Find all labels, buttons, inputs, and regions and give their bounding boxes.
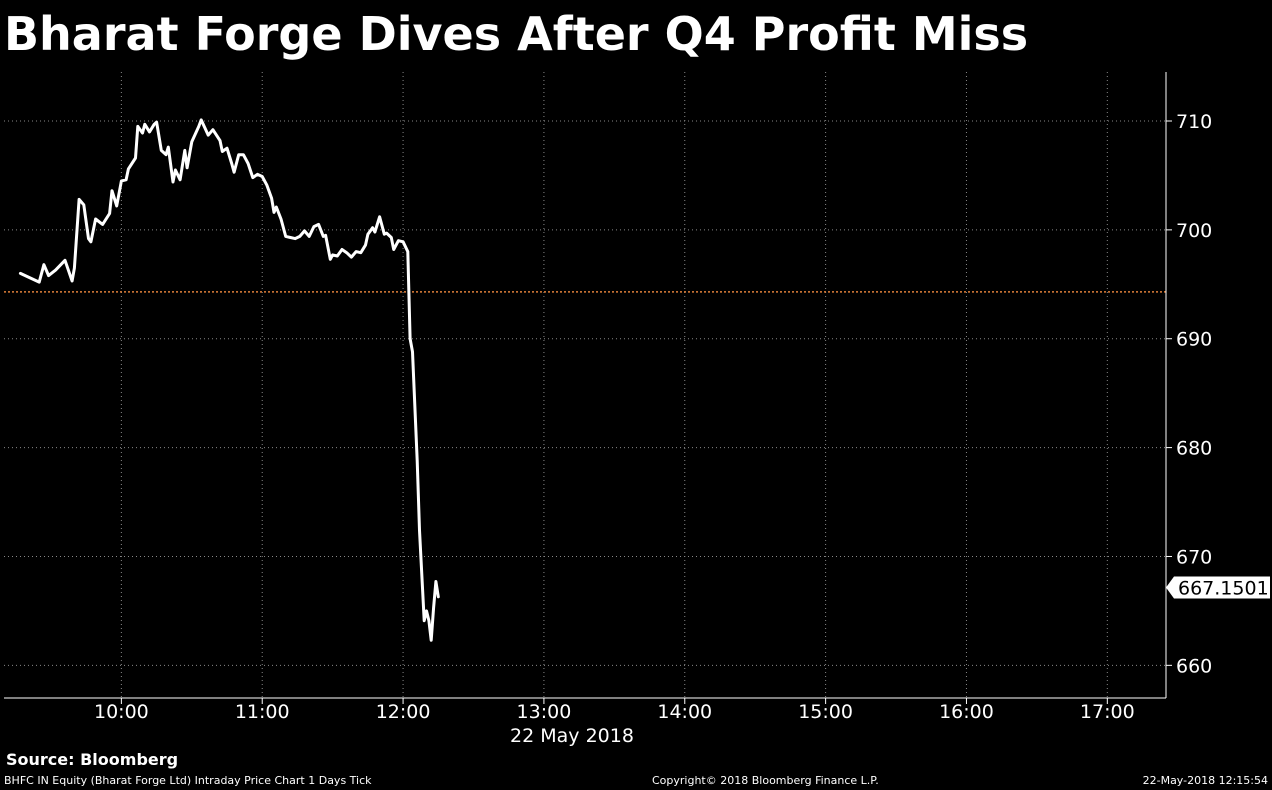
y-tick-label: 710 bbox=[1176, 111, 1212, 133]
y-tick-label: 680 bbox=[1176, 438, 1212, 460]
y-tick-label: 660 bbox=[1176, 655, 1212, 677]
footer-timestamp: 22-May-2018 12:15:54 bbox=[1142, 774, 1268, 787]
footer-security-description: BHFC IN Equity (Bharat Forge Ltd) Intrad… bbox=[4, 774, 372, 787]
price-line-series bbox=[18, 118, 440, 642]
x-tick-label: 12:00 bbox=[376, 701, 431, 723]
x-axis-label: 22 May 2018 bbox=[510, 725, 634, 747]
x-tick-label: 10:00 bbox=[94, 701, 149, 723]
footer-copyright: Copyright© 2018 Bloomberg Finance L.P. bbox=[652, 774, 879, 787]
x-tick-label: 11:00 bbox=[235, 701, 290, 723]
y-tick-label: 670 bbox=[1176, 546, 1212, 568]
last-value-callout: 667.1501 bbox=[1166, 576, 1270, 599]
x-tick-label: 17:00 bbox=[1080, 701, 1135, 723]
last-value-badge bbox=[1166, 576, 1270, 599]
chart-title: Bharat Forge Dives After Q4 Profit Miss bbox=[4, 7, 1029, 61]
y-tick-label: 700 bbox=[1176, 220, 1212, 242]
axes bbox=[4, 72, 1172, 704]
x-tick-label: 16:00 bbox=[939, 701, 994, 723]
x-tick-label: 15:00 bbox=[798, 701, 853, 723]
x-tick-label: 13:00 bbox=[517, 701, 572, 723]
gridlines bbox=[4, 72, 1166, 698]
last-value-label: 667.1501 bbox=[1178, 577, 1269, 599]
y-tick-label: 690 bbox=[1176, 329, 1212, 351]
source-label: Source: Bloomberg bbox=[6, 750, 179, 769]
x-tick-label: 14:00 bbox=[657, 701, 712, 723]
